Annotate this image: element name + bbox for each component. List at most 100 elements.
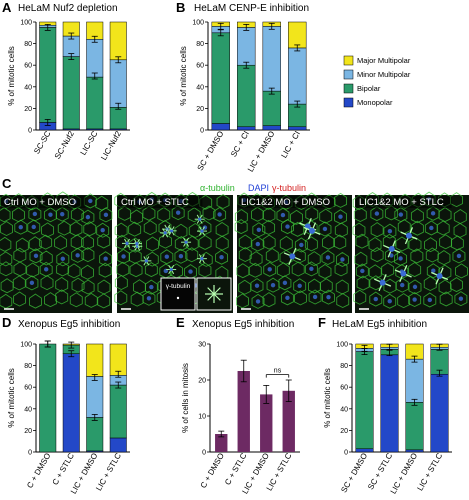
bar-segment-D [109,384,127,439]
nucleus [255,241,261,247]
panel-c-stain-header: α-tubulin DAPI γ-tubulin [200,183,306,193]
aster-center [125,241,129,245]
cell-outline [262,234,276,250]
nucleus [458,296,464,301]
panel-b-title: HeLaM CENP-E inhibition [194,3,309,14]
category-label-A: LIC-SC [79,129,100,156]
stain-label-tubulin: α-tubulin [200,183,235,193]
y-tick-label-A: 80 [24,41,32,48]
panel-d-title: Xenopus Eg5 inhibition [18,319,120,330]
cell-outline [322,289,335,305]
cell-outline [384,247,398,263]
cell-outline [12,275,26,291]
cell-outline [265,248,279,264]
cell-outline [15,237,29,253]
stain-label-dapi: DAPI [248,183,269,193]
bar-segment-B [262,26,281,92]
cell-outline [263,261,277,277]
chart-B: 0 20 40 60 80 100 % of mitotic cells SC + DMSO S… [179,20,310,174]
cell-outline [171,205,185,221]
bar-segment-B [237,64,256,128]
category-label-A: SC-Nuf2 [53,129,76,161]
legend-label-minor-multipolar: Minor Multipolar [357,70,411,79]
bar-E [260,394,273,452]
nucleus [256,227,262,232]
cell-outline [81,209,95,225]
y-tick-label-D: 0 [28,450,32,457]
nucleus [326,294,331,300]
cell-outline [383,223,397,239]
category-label-F: LIC + DMSO [389,452,420,496]
cell-outline [438,264,452,280]
category-label-B: LIC + CI [279,130,302,160]
nucleus [282,280,288,286]
cell-outline [368,236,382,252]
cell-outline [234,219,248,235]
cell-outline [174,223,188,239]
panel-label-f: F [318,315,326,330]
nucleus [85,214,91,220]
category-label-A: LIC-Nuf2 [99,129,123,162]
cell-outline [128,237,142,253]
bar-segment-D [109,343,127,376]
panel-e-title: Xenopus Eg5 inhibition [192,319,294,330]
cell-outline [251,293,265,309]
cell-outline [369,291,383,307]
nucleus [32,211,38,217]
cell-outline [215,249,229,265]
cell-outline [198,220,212,236]
nucleus [429,225,434,231]
cell-outline [397,293,411,309]
y-axis-label-A: % of mitotic cells [7,46,16,106]
bar-segment-D [86,417,104,452]
cell-outline [318,221,332,237]
aster-center [198,217,202,221]
cell-outline [334,222,348,238]
cell-outline [250,278,264,294]
cell-outline [293,278,307,294]
cell-outline [97,233,111,249]
bar-E [237,371,250,452]
category-label-A: SC-SC [32,129,52,155]
cell-outline [425,247,439,263]
cell-outline [56,251,70,267]
cell-outline [249,251,263,267]
chart-F: 0 20 40 60 80 100 % of mitotic cells SC + DMSOS… [323,342,452,496]
bar-segment-F [405,402,424,451]
y-axis-label-F: % of mitotic cells [323,368,332,428]
micrograph-label: LIC1&2 MO + DMSO [241,197,330,208]
cell-outline [322,234,335,250]
bar-segment-A [109,59,127,108]
cell-outline [291,221,305,237]
nucleus [338,214,343,219]
cell-outline [39,234,53,250]
cell-outline [291,261,305,277]
panel-f-title: HeLaM Eg5 inhibition [332,319,427,330]
panel-label-a: A [2,0,12,15]
y-tick-label-E: 0 [202,450,206,457]
nucleus [373,296,378,302]
cell-outline [353,206,367,223]
cell-outline [25,275,39,291]
stain-label-gamma-tubulin: γ-tubulin [272,183,306,193]
nucleus [280,212,286,218]
category-label-E: C + STLC [223,451,249,486]
cell-outline [307,251,321,267]
micrograph-3: LIC1&2 MO + DMSO [234,192,352,313]
legend-swatch-minor-multipolar [343,69,354,80]
cell-outline [81,279,95,295]
nucleus [456,253,462,259]
cell-outline [84,292,98,308]
category-label-B: LIC + DMSO [246,130,277,174]
bar-segment-D [109,437,127,453]
cell-outline [452,248,466,264]
spindle-center [388,245,395,252]
cell-outline [185,235,199,251]
cell-outline [426,263,440,279]
cell-outline [27,219,41,235]
nucleus [297,283,302,288]
cell-outline [213,206,227,222]
cell-outline [97,293,111,309]
inset-aster-ray [213,293,221,301]
bar-segment-D [62,353,80,453]
